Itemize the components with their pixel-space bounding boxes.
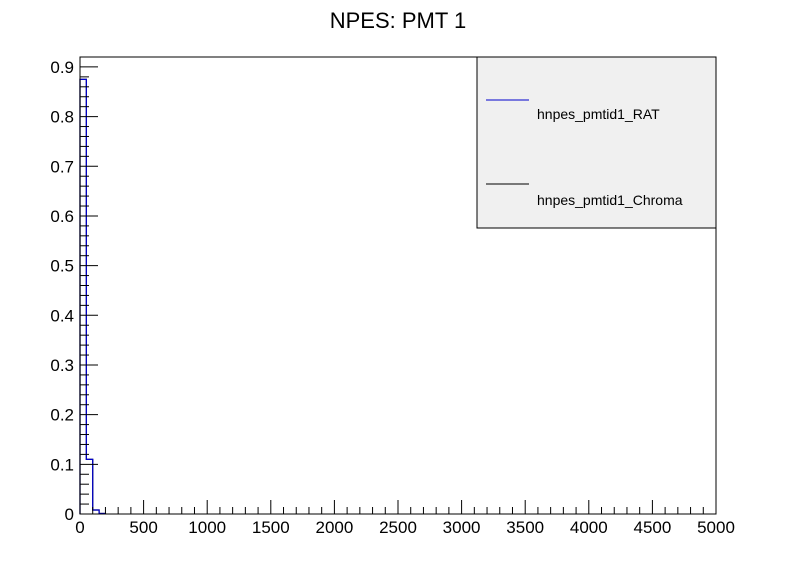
legend-box xyxy=(476,56,717,229)
y-tick-label: 0.9 xyxy=(50,58,74,77)
x-axis: 0 500 1000 1500 2000 2500 3000 3500 4000 4500 5000 xyxy=(75,500,735,537)
x-tick-label: 4000 xyxy=(570,518,608,537)
x-tick-label: 4500 xyxy=(633,518,671,537)
x-tick-label: 3500 xyxy=(506,518,544,537)
y-tick-label: 0.6 xyxy=(50,207,74,226)
legend-label-rat: hnpes_pmtid1_RAT xyxy=(537,106,660,122)
y-tick-label: 0.5 xyxy=(50,257,74,276)
y-axis: 0 0.1 0.2 0.3 0.4 0.5 0.6 0.7 0.8 0.9 xyxy=(50,56,98,524)
x-tick-label: 2500 xyxy=(379,518,417,537)
x-tick-label: 2000 xyxy=(315,518,353,537)
x-tick-label: 1000 xyxy=(188,518,226,537)
x-tick-label: 1500 xyxy=(252,518,290,537)
chart-title: NPES: PMT 1 xyxy=(330,8,467,33)
y-tick-label: 0.1 xyxy=(50,455,74,474)
x-tick-label: 5000 xyxy=(697,518,735,537)
y-tick-label: 0 xyxy=(65,505,74,524)
y-tick-label: 0.4 xyxy=(50,306,74,325)
y-tick-label: 0.7 xyxy=(50,157,74,176)
x-tick-label: 3000 xyxy=(443,518,481,537)
y-tick-label: 0.3 xyxy=(50,356,74,375)
x-tick-label: 0 xyxy=(75,518,84,537)
legend: hnpes_pmtid1_RAT hnpes_pmtid1_Chroma xyxy=(476,56,717,229)
y-tick-label: 0.2 xyxy=(50,406,74,425)
legend-label-chroma: hnpes_pmtid1_Chroma xyxy=(537,192,683,208)
x-tick-label: 500 xyxy=(129,518,157,537)
y-tick-label: 0.8 xyxy=(50,108,74,127)
